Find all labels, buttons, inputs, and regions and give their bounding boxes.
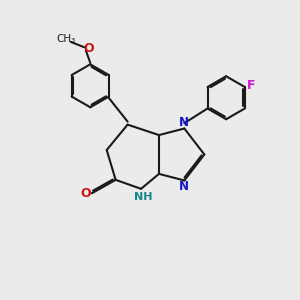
Text: CH₃: CH₃ [57,34,76,44]
Text: N: N [179,116,189,129]
Text: O: O [80,187,91,200]
Text: F: F [247,79,255,92]
Text: NH: NH [134,192,153,202]
Text: N: N [179,180,189,193]
Text: O: O [83,42,94,55]
